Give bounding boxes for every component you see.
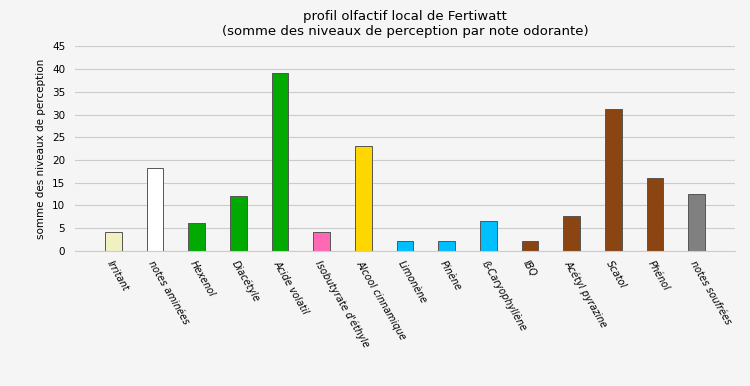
Bar [397,241,413,251]
Title: profil olfactif local de Fertiwatt
(somme des niveaux de perception par note odo: profil olfactif local de Fertiwatt (somm… [222,10,588,38]
Y-axis label: somme des niveaux de perception: somme des niveaux de perception [37,59,46,239]
Bar [563,216,580,251]
Bar [480,221,496,251]
Bar [605,109,622,251]
Bar [147,168,164,251]
Bar [646,178,663,251]
Bar [314,232,330,251]
Bar [230,196,247,251]
Bar [438,241,455,251]
Bar [688,194,705,251]
Bar [272,73,288,251]
Bar [522,241,538,251]
Bar [188,223,205,251]
Bar [105,232,122,251]
Bar [355,146,372,251]
